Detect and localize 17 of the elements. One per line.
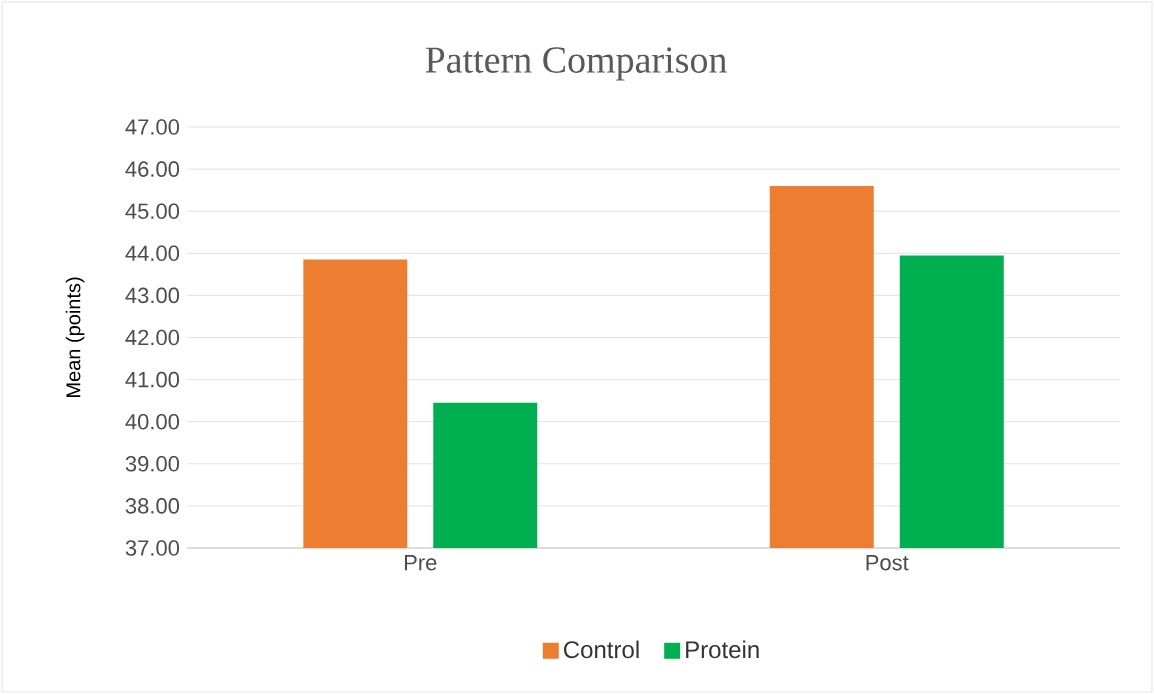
y-tick-label: 43.00 — [125, 287, 180, 304]
y-tick-label: 42.00 — [125, 329, 180, 346]
legend-label: Control — [564, 640, 639, 659]
y-tick-label: 44.00 — [125, 245, 180, 262]
x-tick-label: Pre — [404, 555, 437, 571]
y-tick-label: 46.00 — [125, 161, 180, 177]
y-tick-label: 45.00 — [125, 203, 180, 219]
chart-title: Pattern Comparison — [425, 47, 727, 81]
y-tick-label: 39.00 — [125, 456, 180, 472]
y-tick-label: 47.00 — [125, 119, 180, 135]
y-tick-label: 41.00 — [125, 371, 180, 388]
y-tick-label: 38.00 — [125, 498, 180, 514]
x-tick-label: Post — [866, 555, 909, 571]
y-axis-title: Mean (points) — [65, 277, 85, 397]
y-tick-label: 37.00 — [125, 540, 180, 556]
legend-label: Protein — [686, 640, 759, 659]
y-tick-label: 40.00 — [125, 413, 180, 430]
